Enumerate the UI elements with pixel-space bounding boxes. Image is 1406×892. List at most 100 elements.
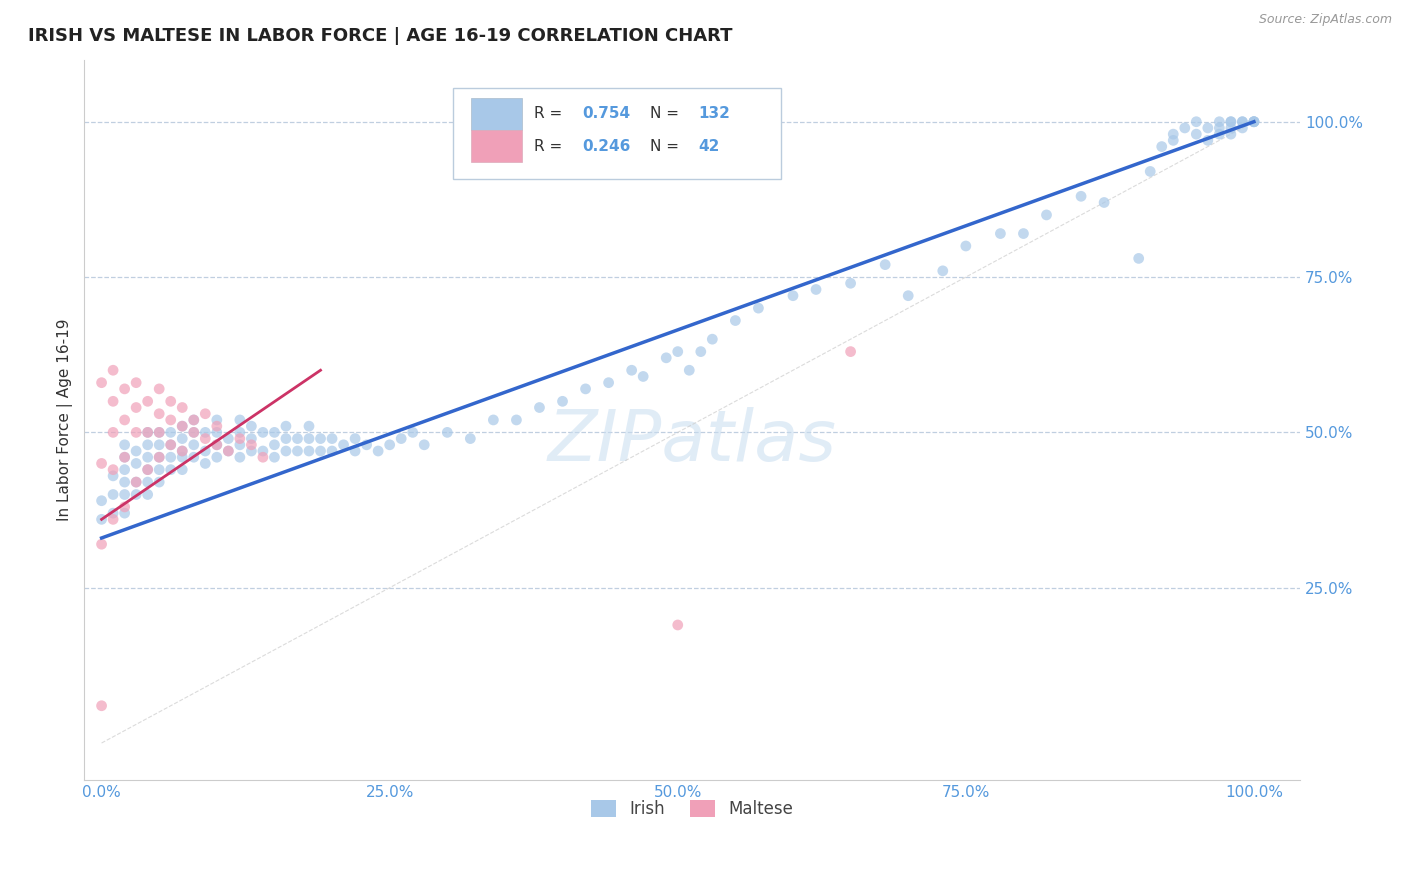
Point (460, 432, 482, 446)
Point (101, 463, 124, 477)
Point (263, 425, 285, 440)
Point (689, 344, 711, 359)
Point (990, 227, 1012, 241)
Point (252, 425, 274, 440)
Point (159, 438, 181, 452)
Point (529, 401, 551, 415)
Point (183, 413, 205, 427)
Point (1232, 114, 1254, 128)
Point (839, 277, 862, 291)
Point (240, 438, 263, 452)
Point (136, 425, 159, 440)
Point (205, 438, 228, 452)
FancyBboxPatch shape (453, 88, 780, 178)
Point (101, 506, 124, 520)
Point (205, 438, 228, 452)
Point (217, 444, 239, 458)
Point (101, 512, 124, 526)
Point (90, 457, 112, 471)
Point (1232, 114, 1254, 128)
Point (136, 475, 159, 489)
Point (125, 444, 148, 458)
Point (287, 444, 309, 458)
Point (1208, 114, 1230, 128)
Point (620, 363, 643, 377)
Point (1243, 114, 1265, 128)
Point (229, 432, 252, 446)
Point (90, 376, 112, 390)
FancyBboxPatch shape (471, 130, 522, 162)
Point (1243, 114, 1265, 128)
Point (172, 401, 194, 415)
Point (1174, 120, 1197, 135)
Point (1185, 114, 1208, 128)
Point (114, 506, 136, 520)
Point (298, 444, 321, 458)
Point (205, 450, 228, 465)
Point (1243, 114, 1265, 128)
Point (148, 450, 170, 465)
Point (551, 394, 574, 409)
Point (183, 438, 205, 452)
Y-axis label: In Labor Force | Age 16-19: In Labor Force | Age 16-19 (58, 318, 73, 521)
Point (240, 432, 263, 446)
Point (274, 419, 297, 434)
Point (1092, 195, 1115, 210)
Point (159, 450, 181, 465)
Point (183, 425, 205, 440)
Point (1012, 227, 1035, 241)
Point (159, 394, 181, 409)
Point (114, 413, 136, 427)
Point (148, 475, 170, 489)
Point (114, 487, 136, 501)
Point (932, 264, 955, 278)
Text: ZIPatlas: ZIPatlas (548, 407, 837, 476)
Point (172, 444, 194, 458)
Point (194, 425, 217, 440)
Text: 42: 42 (699, 138, 720, 153)
Point (159, 463, 181, 477)
Point (136, 450, 159, 465)
Point (148, 425, 170, 440)
Point (90, 698, 112, 713)
Point (125, 475, 148, 489)
Point (631, 369, 654, 384)
Point (148, 450, 170, 465)
Point (1185, 127, 1208, 141)
Point (101, 363, 124, 377)
Point (1197, 120, 1219, 135)
Point (194, 407, 217, 421)
Point (114, 450, 136, 465)
Point (252, 444, 274, 458)
Point (782, 288, 804, 302)
Point (875, 258, 897, 272)
Point (747, 301, 769, 315)
Point (598, 376, 620, 390)
Point (183, 425, 205, 440)
Point (1035, 208, 1057, 222)
Point (274, 444, 297, 458)
Point (114, 438, 136, 452)
Point (183, 450, 205, 465)
Point (309, 444, 332, 458)
Point (1128, 252, 1150, 266)
Text: R =: R = (534, 106, 567, 121)
Point (114, 463, 136, 477)
Point (114, 382, 136, 396)
Point (344, 444, 367, 458)
Text: R =: R = (534, 138, 567, 153)
Point (1232, 120, 1254, 135)
Point (229, 413, 252, 427)
Point (205, 425, 228, 440)
Point (1219, 127, 1241, 141)
Point (114, 500, 136, 514)
Point (274, 432, 297, 446)
Point (159, 438, 181, 452)
FancyBboxPatch shape (471, 98, 522, 129)
Point (159, 413, 181, 427)
Point (1219, 114, 1241, 128)
Point (90, 537, 112, 551)
Point (321, 444, 343, 458)
Point (321, 432, 343, 446)
Point (136, 394, 159, 409)
